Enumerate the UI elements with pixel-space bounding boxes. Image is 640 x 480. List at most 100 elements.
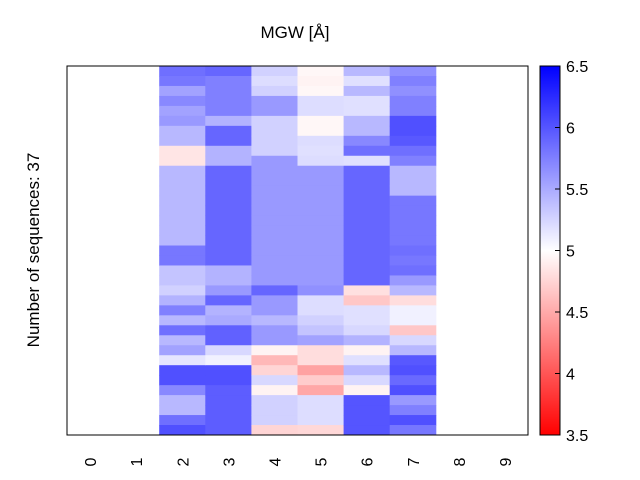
heatmap-cell bbox=[297, 265, 345, 276]
heatmap-cell bbox=[343, 295, 391, 306]
heatmap-cell bbox=[159, 66, 206, 77]
heatmap-cell bbox=[251, 115, 298, 127]
heatmap-cell bbox=[297, 295, 345, 306]
heatmap-cell bbox=[251, 365, 298, 376]
heatmap-cell bbox=[389, 185, 437, 197]
heatmap-cell bbox=[159, 125, 206, 137]
colorbar-tick-label: 5 bbox=[566, 244, 575, 261]
heatmap-cell bbox=[159, 95, 206, 107]
heatmap-cell bbox=[297, 425, 345, 436]
x-tick-label: 6 bbox=[360, 457, 377, 466]
colorbar-tick-label: 6.5 bbox=[566, 59, 588, 76]
heatmap-cell bbox=[251, 165, 298, 177]
heatmap-cell bbox=[297, 235, 345, 247]
heatmap-cell bbox=[205, 255, 252, 266]
heatmap-cell bbox=[297, 365, 345, 376]
heatmap-cell bbox=[205, 105, 252, 117]
heatmap-cell bbox=[297, 325, 345, 336]
heatmap-cell bbox=[159, 315, 206, 326]
heatmap-cell bbox=[389, 365, 437, 376]
heatmap-cell bbox=[205, 265, 252, 276]
heatmap-cell bbox=[297, 215, 345, 227]
heatmap-cell bbox=[205, 315, 252, 326]
heatmap-cell bbox=[297, 395, 345, 406]
heatmap-cell bbox=[251, 135, 298, 147]
heatmap-cell bbox=[343, 185, 391, 197]
heatmap-cell bbox=[251, 66, 298, 77]
heatmap-cell bbox=[297, 205, 345, 217]
heatmap-cell bbox=[297, 385, 345, 396]
heatmap-cell bbox=[159, 365, 206, 376]
heatmap-cell bbox=[343, 225, 391, 237]
heatmap-cell bbox=[205, 405, 252, 416]
heatmap-cell bbox=[343, 285, 391, 296]
heatmap-cell bbox=[251, 245, 298, 256]
heatmap-cell bbox=[297, 245, 345, 256]
heatmap-cell bbox=[159, 415, 206, 426]
heatmap-cell bbox=[343, 385, 391, 396]
heatmap-cell bbox=[159, 275, 206, 286]
heatmap-cell bbox=[205, 335, 252, 346]
heatmap-cell bbox=[159, 225, 206, 237]
heatmap-cell bbox=[389, 375, 437, 386]
heatmap-cell bbox=[343, 355, 391, 366]
heatmap-cell bbox=[159, 145, 206, 157]
heatmap-cell bbox=[297, 66, 345, 77]
heatmap-cell bbox=[159, 345, 206, 356]
heatmap-cell bbox=[343, 345, 391, 356]
heatmap-cell bbox=[251, 195, 298, 207]
heatmap-cell bbox=[389, 155, 437, 167]
heatmap-cell bbox=[159, 255, 206, 266]
heatmap-cell bbox=[251, 75, 298, 87]
heatmap-cell bbox=[251, 85, 298, 97]
heatmap-cell bbox=[389, 405, 437, 416]
heatmap-cell bbox=[251, 175, 298, 187]
heatmap-cell bbox=[159, 325, 206, 336]
chart-title: MGW [Å] bbox=[261, 23, 330, 42]
heatmap-cell bbox=[205, 135, 252, 147]
heatmap-cell bbox=[343, 375, 391, 386]
heatmap-cell bbox=[159, 195, 206, 207]
heatmap-cell bbox=[205, 415, 252, 426]
heatmap-cell bbox=[297, 405, 345, 416]
heatmap-cell bbox=[297, 255, 345, 266]
heatmap-cell bbox=[251, 425, 298, 436]
heatmap-cell bbox=[389, 115, 437, 127]
heatmap-cell bbox=[389, 75, 437, 87]
heatmap-cell bbox=[343, 305, 391, 316]
heatmap-cell bbox=[389, 335, 437, 346]
heatmap-cell bbox=[343, 85, 391, 97]
heatmap-cell bbox=[205, 95, 252, 107]
x-tick-label: 0 bbox=[83, 457, 100, 466]
heatmap-cell bbox=[159, 385, 206, 396]
heatmap-cell bbox=[389, 245, 437, 256]
heatmap-cell bbox=[297, 155, 345, 167]
heatmap-cell bbox=[251, 335, 298, 346]
heatmap-cell bbox=[159, 75, 206, 87]
heatmap-cell bbox=[389, 145, 437, 157]
heatmap-cell bbox=[159, 235, 206, 247]
heatmap-cell bbox=[251, 345, 298, 356]
heatmap-cell bbox=[251, 275, 298, 286]
heatmap-cell bbox=[251, 235, 298, 247]
heatmap-cell bbox=[251, 95, 298, 107]
x-tick-label: 3 bbox=[221, 457, 238, 466]
heatmap-cell bbox=[159, 85, 206, 97]
heatmap-cell bbox=[251, 355, 298, 366]
heatmap-cell bbox=[159, 185, 206, 197]
heatmap-cell bbox=[205, 145, 252, 157]
x-tick-label: 4 bbox=[267, 457, 284, 466]
heatmap-cell bbox=[343, 195, 391, 207]
heatmap-cell bbox=[343, 135, 391, 147]
heatmap-cell bbox=[297, 145, 345, 157]
colorbar-tick-label: 5.5 bbox=[566, 182, 588, 199]
heatmap-cell bbox=[389, 205, 437, 217]
heatmap-cell bbox=[297, 185, 345, 197]
heatmap-cell bbox=[251, 205, 298, 217]
heatmap-cell bbox=[205, 225, 252, 237]
heatmap-cell bbox=[159, 375, 206, 386]
colorbar-tick-label: 4.5 bbox=[566, 305, 588, 322]
heatmap-cell bbox=[205, 425, 252, 436]
x-tick-label: 2 bbox=[175, 457, 192, 466]
heatmap-cell bbox=[251, 185, 298, 197]
